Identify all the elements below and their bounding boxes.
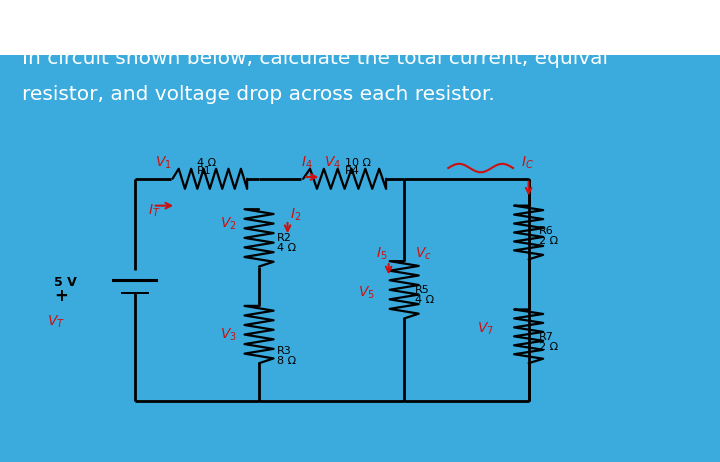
Text: $V_1$: $V_1$ (155, 154, 171, 170)
Text: In circuit shown below, calculate the total current, equival: In circuit shown below, calculate the to… (22, 49, 608, 67)
Text: R3: R3 (277, 346, 292, 356)
Text: R7: R7 (539, 332, 554, 342)
Text: 4 Ω: 4 Ω (415, 295, 433, 305)
Text: $I_5$: $I_5$ (376, 246, 387, 262)
Text: R5: R5 (415, 286, 429, 295)
Text: 10 Ω: 10 Ω (345, 158, 371, 168)
Text: $V_3$: $V_3$ (220, 326, 237, 342)
Text: 2 Ω: 2 Ω (539, 342, 558, 352)
Text: R6: R6 (539, 226, 554, 236)
Text: 4 Ω: 4 Ω (277, 243, 297, 254)
Text: R2: R2 (277, 233, 292, 243)
Text: $V_c$: $V_c$ (415, 246, 431, 262)
Text: 8 Ω: 8 Ω (277, 356, 297, 366)
Text: $I_C$: $I_C$ (521, 154, 534, 170)
Text: 5 V: 5 V (54, 276, 77, 289)
Text: $V_2$: $V_2$ (220, 215, 237, 231)
Text: $V_7$: $V_7$ (477, 321, 494, 337)
Text: $I_T$: $I_T$ (148, 203, 161, 219)
Text: $I_2$: $I_2$ (290, 206, 302, 223)
Bar (0, 0, 720, 55)
Text: $V_4$: $V_4$ (324, 154, 341, 170)
Text: 2 Ω: 2 Ω (539, 237, 558, 246)
Text: $V_T$: $V_T$ (47, 314, 65, 330)
Bar (0, 55, 720, 462)
Text: resistor, and voltage drop across each resistor.: resistor, and voltage drop across each r… (22, 85, 495, 104)
Text: $V_5$: $V_5$ (358, 285, 374, 301)
Text: R1: R1 (197, 166, 212, 176)
Text: R4: R4 (345, 166, 359, 176)
Text: 4 Ω: 4 Ω (197, 158, 216, 168)
Text: +: + (54, 286, 68, 304)
Text: $I_4$: $I_4$ (300, 154, 312, 170)
